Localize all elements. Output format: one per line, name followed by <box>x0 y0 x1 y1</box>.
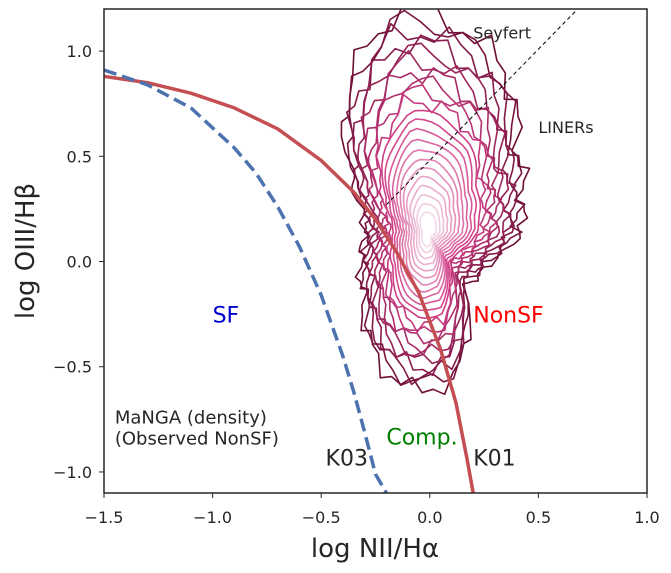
annotation: LINERs <box>538 118 593 137</box>
y-axis-label: log OIII/Hβ <box>11 183 41 319</box>
annotation: Comp. <box>386 426 457 451</box>
density-contours <box>340 9 531 396</box>
y-tick-label: 1.0 <box>67 42 92 61</box>
series-line-k03 <box>104 68 388 493</box>
density-contour <box>345 22 518 386</box>
series-line-k01 <box>104 74 475 493</box>
annotation: Seyfert <box>473 23 531 42</box>
x-tick-label: 0.0 <box>417 508 442 527</box>
plot-background <box>104 9 647 493</box>
demarcation-lines <box>104 9 579 493</box>
density-contour <box>391 138 469 300</box>
density-contour <box>416 203 441 254</box>
y-tick-label: −1.0 <box>53 463 92 482</box>
density-contour <box>395 149 465 293</box>
y-tick-label: 0.5 <box>67 147 92 166</box>
density-contour <box>384 118 478 312</box>
density-contour <box>405 175 453 272</box>
x-tick-label: −1.5 <box>85 508 124 527</box>
density-contour <box>412 193 445 260</box>
density-contour <box>399 158 461 286</box>
density-contour <box>419 211 438 248</box>
density-contour <box>409 184 449 266</box>
annotation: K03 <box>326 447 368 472</box>
density-contour <box>375 93 488 333</box>
x-axis-ticks: −1.5 −1.0 −0.5 0.0 0.5 1.0 <box>85 493 660 527</box>
x-tick-label: 0.5 <box>526 508 551 527</box>
y-tick-label: 0.0 <box>67 253 92 272</box>
annotations: Seyfert LINERs SF NonSF Comp. K03 K01 MaNGA (de… <box>115 23 594 471</box>
density-contour <box>387 127 473 306</box>
density-contour <box>360 49 504 357</box>
density-contour <box>402 167 457 279</box>
x-tick-label: 1.0 <box>634 508 659 527</box>
x-axis-label: log NII/Hα <box>311 534 439 564</box>
density-contour <box>381 109 482 320</box>
series-line-seyfert-liner-divider <box>386 9 579 206</box>
plot-frame <box>103 8 648 494</box>
y-tick-label: −0.5 <box>53 358 92 377</box>
annotation: SF <box>213 304 240 329</box>
y-axis-ticks: −1.0 −0.5 0.0 0.5 1.0 <box>53 42 104 482</box>
x-tick-label: −0.5 <box>302 508 341 527</box>
x-tick-label: −1.0 <box>193 508 232 527</box>
annotation: K01 <box>473 447 515 472</box>
annotation: (Observed NonSF) <box>115 429 279 450</box>
annotation: NonSF <box>473 304 543 329</box>
annotation: MaNGA (density) <box>115 408 267 429</box>
